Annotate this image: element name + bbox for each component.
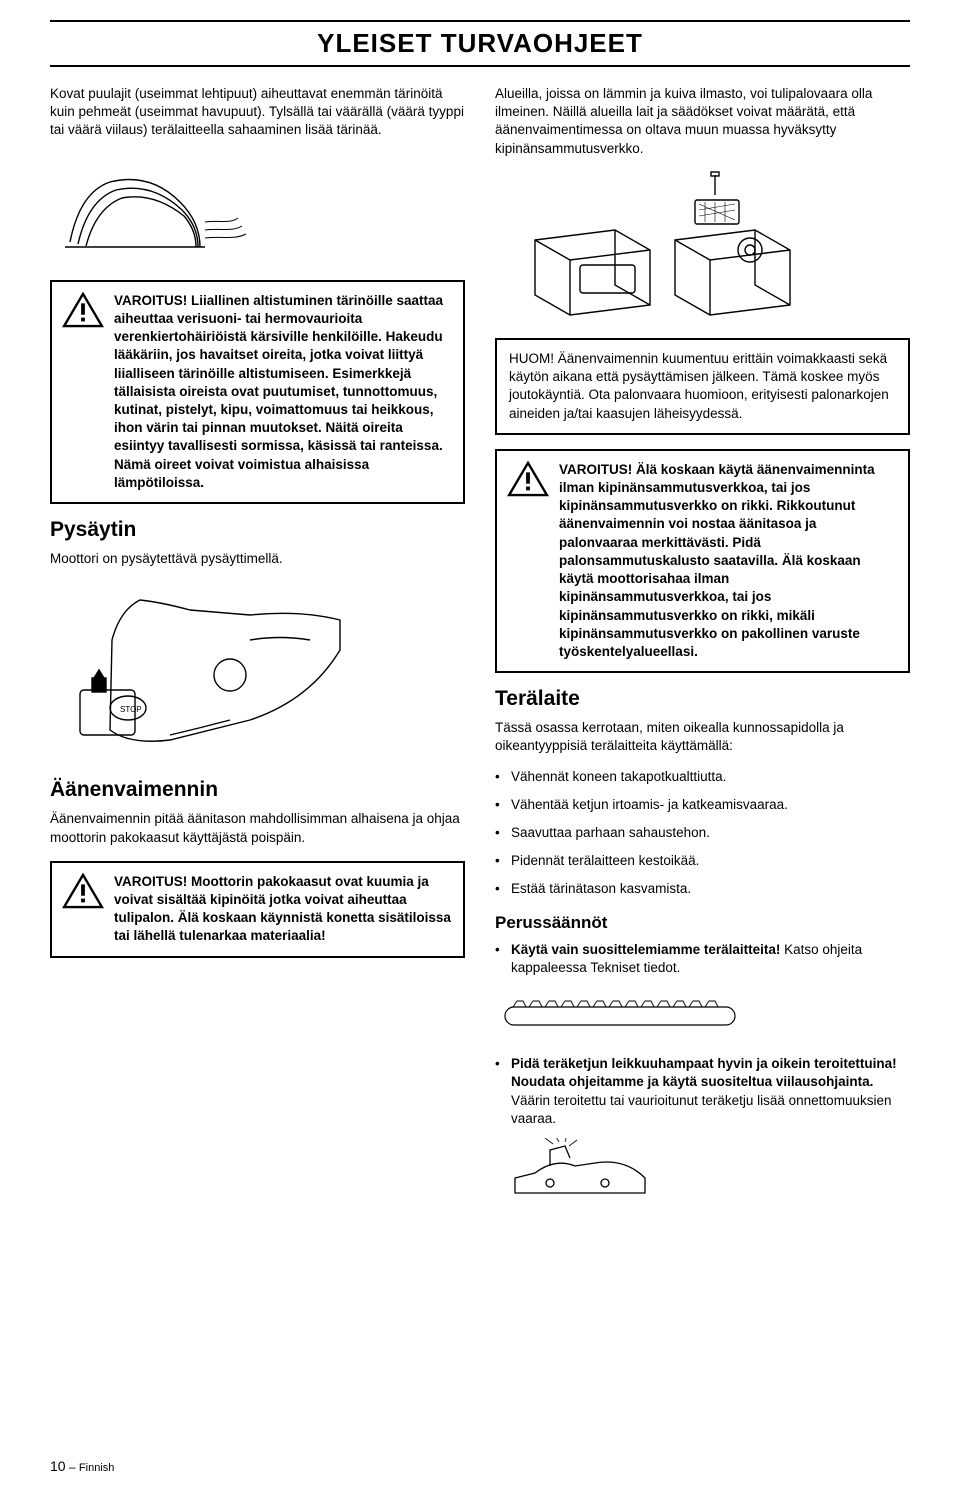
- exhaust-warning-text: VAROITUS! Moottorin pakokaasut ovat kuum…: [114, 873, 451, 946]
- footer-language: Finnish: [79, 1462, 114, 1474]
- svg-text:STOP: STOP: [120, 705, 142, 714]
- warning-triangle-icon: [62, 873, 104, 909]
- warning-triangle-icon: [507, 461, 549, 497]
- exhaust-warning-box: VAROITUS! Moottorin pakokaasut ovat kuum…: [50, 861, 465, 958]
- basic-rules-list: Käytä vain suosittelemiamme terälaitteit…: [495, 941, 910, 977]
- fire-risk-paragraph: Alueilla, joissa on lämmin ja kuiva ilma…: [495, 85, 910, 158]
- basic-rules-list-2: Pidä teräketjun leikkuuhampaat hyvin ja …: [495, 1055, 910, 1128]
- list-item: Käytä vain suosittelemiamme terälaitteit…: [495, 941, 910, 977]
- chain-vibration-illustration: [50, 152, 465, 262]
- stop-switch-illustration: STOP: [50, 580, 465, 760]
- rule2-rest: Väärin teroitettu tai vaurioitunut teräk…: [511, 1093, 891, 1126]
- stop-heading: Pysäytin: [50, 518, 465, 542]
- page-header: YLEISET TURVAOHJEET: [50, 20, 910, 67]
- chain-bar-illustration-1: [495, 987, 910, 1037]
- vibration-warning-text: VAROITUS! Liiallinen altistuminen tärinö…: [114, 292, 451, 492]
- basic-rules-heading: Perussäännöt: [495, 913, 910, 933]
- list-item: Saavuttaa parhaan sahaustehon.: [495, 824, 910, 842]
- footer-sep: –: [66, 1460, 79, 1474]
- spark-screen-warning-text: VAROITUS! Älä koskaan käytä äänenvaimenn…: [559, 461, 896, 661]
- chain-tooth-illustration: [495, 1138, 910, 1208]
- muffler-text: Äänenvaimennin pitää äänitason mahdollis…: [50, 810, 465, 846]
- right-column: Alueilla, joissa on lämmin ja kuiva ilma…: [495, 85, 910, 1226]
- list-item: Pidennät terälaitteen kestoikää.: [495, 852, 910, 870]
- rule2-bold: Pidä teräketjun leikkuuhampaat hyvin ja …: [511, 1056, 897, 1089]
- spark-screen-warning-box: VAROITUS! Älä koskaan käytä äänenvaimenn…: [495, 449, 910, 673]
- stop-text: Moottori on pysäytettävä pysäyttimellä.: [50, 550, 465, 568]
- left-column: Kovat puulajit (useimmat lehtipuut) aihe…: [50, 85, 465, 1226]
- page-number: 10: [50, 1458, 66, 1474]
- heat-note-box: HUOM! Äänenvaimennin kuumentuu erittäin …: [495, 338, 910, 435]
- cutting-equipment-heading: Terälaite: [495, 687, 910, 711]
- list-item: Pidä teräketjun leikkuuhampaat hyvin ja …: [495, 1055, 910, 1128]
- vibration-warning-box: VAROITUS! Liiallinen altistuminen tärinö…: [50, 280, 465, 504]
- two-column-layout: Kovat puulajit (useimmat lehtipuut) aihe…: [50, 85, 910, 1226]
- rule1-bold: Käytä vain suosittelemiamme terälaitteit…: [511, 942, 780, 957]
- list-item: Vähentää ketjun irtoamis- ja katkeamisva…: [495, 796, 910, 814]
- heat-note-text: HUOM! Äänenvaimennin kuumentuu erittäin …: [509, 351, 889, 421]
- list-item: Estää tärinätason kasvamista.: [495, 880, 910, 898]
- muffler-heading: Äänenvaimennin: [50, 778, 465, 802]
- page-footer: 10 – Finnish: [50, 1458, 114, 1474]
- cutting-benefits-list: Vähennät koneen takapotkualttiutta. Vähe…: [495, 768, 910, 899]
- warning-triangle-icon: [62, 292, 104, 328]
- intro-paragraph: Kovat puulajit (useimmat lehtipuut) aihe…: [50, 85, 465, 140]
- page-title: YLEISET TURVAOHJEET: [50, 28, 910, 59]
- list-item: Vähennät koneen takapotkualttiutta.: [495, 768, 910, 786]
- muffler-screen-illustration: [495, 170, 910, 320]
- cutting-intro: Tässä osassa kerrotaan, miten oikealla k…: [495, 719, 910, 755]
